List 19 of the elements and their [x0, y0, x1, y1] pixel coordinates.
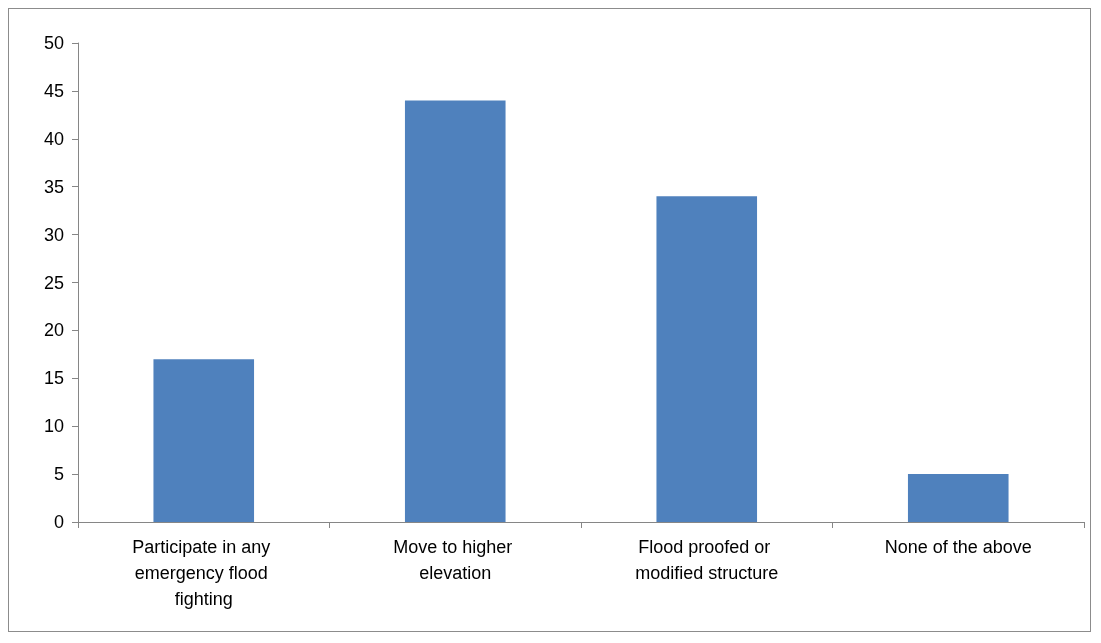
- y-tick-label: 45: [43, 80, 64, 101]
- x-tick-label: Move to higher elevation: [393, 537, 518, 583]
- y-tick-label: 50: [43, 33, 64, 53]
- y-tick-label: 10: [43, 416, 64, 437]
- bar: [404, 100, 506, 522]
- bar: [656, 196, 758, 522]
- y-tick-label: 20: [43, 320, 64, 341]
- y-tick-label: 0: [53, 512, 64, 532]
- x-tick-label: Participate in any emergency flood fighting: [132, 537, 276, 609]
- y-tick-label: 40: [43, 128, 64, 149]
- x-tick-label: Flood proofed or modified structure: [635, 537, 779, 583]
- y-tick-label: 25: [43, 272, 64, 293]
- y-tick-label: 15: [43, 368, 64, 389]
- x-tick-label: None of the above: [884, 537, 1032, 557]
- bar: [153, 359, 255, 522]
- y-tick-label: 5: [53, 464, 64, 485]
- y-tick-label: 35: [43, 176, 64, 197]
- bar: [907, 474, 1009, 522]
- y-tick-label: 30: [43, 224, 64, 245]
